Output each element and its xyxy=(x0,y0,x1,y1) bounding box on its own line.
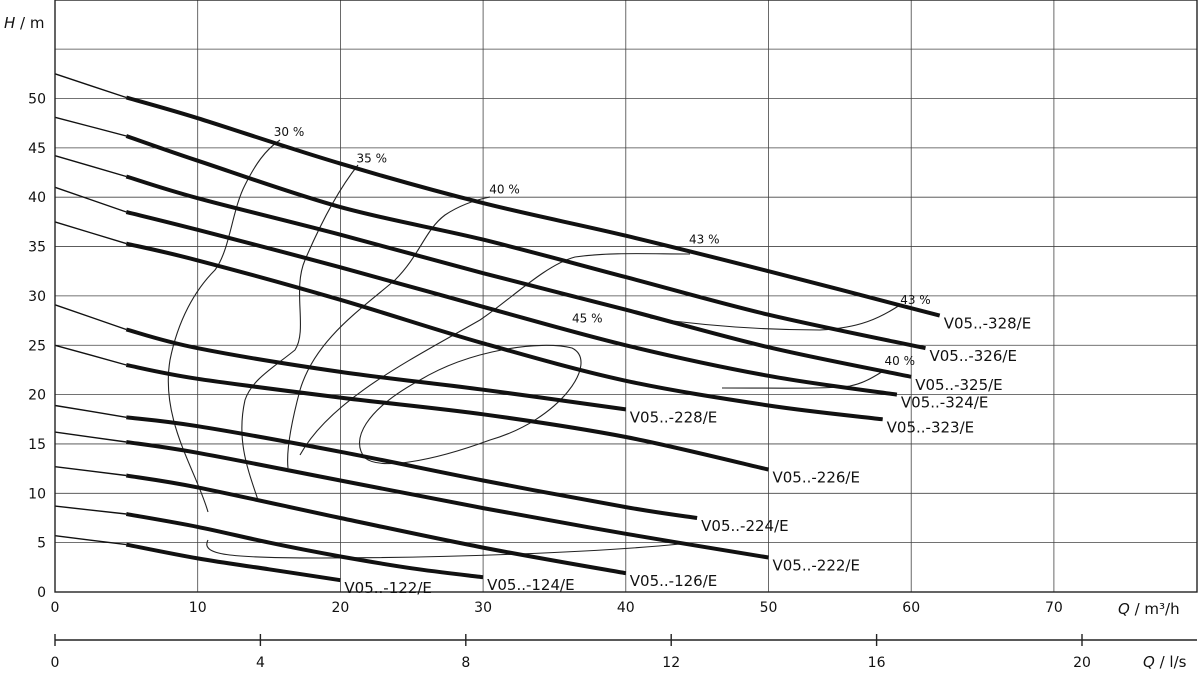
y-tick-label: 30 xyxy=(28,289,46,305)
efficiency-contour xyxy=(167,139,281,513)
efficiency-label: 30 % xyxy=(274,125,305,139)
y-tick-label: 5 xyxy=(37,536,46,552)
curve-label: V05..-324/E xyxy=(901,394,988,412)
pump-curve xyxy=(125,327,627,412)
y-tick-label: 10 xyxy=(28,486,46,502)
curve-label: V05..-323/E xyxy=(887,418,974,436)
x-tick-label: 60 xyxy=(902,600,920,616)
curve-extension-thin xyxy=(54,404,127,418)
pump-curve xyxy=(125,95,941,318)
x-tick-label: 40 xyxy=(617,600,635,616)
curve-label: V05..-328/E xyxy=(944,315,1031,333)
x2-tick-label: 20 xyxy=(1073,655,1091,671)
pump-curve xyxy=(125,174,912,379)
curve-extension-thin xyxy=(54,155,127,178)
curve-extension-thin xyxy=(54,186,127,213)
curve-label: V05..-222/E xyxy=(773,556,860,574)
x-tick-labels-m3h: 0 10 20 30 40 50 60 70 xyxy=(51,600,1063,616)
x-tick-label: 30 xyxy=(474,600,492,616)
curve-label: V05..-124/E xyxy=(487,576,574,594)
efficiency-contour xyxy=(299,253,691,456)
y-tick-label: 15 xyxy=(28,437,46,453)
y-tick-labels: 0 5 10 15 20 25 30 35 40 45 50 xyxy=(28,92,46,602)
pump-curve xyxy=(125,241,883,422)
y-tick-label: 25 xyxy=(28,338,46,354)
secondary-x-axis: 0 4 8 12 16 20 xyxy=(51,634,1197,671)
curve-extension-thin xyxy=(54,431,127,443)
curve-extension-thin xyxy=(54,466,127,477)
pump-curve xyxy=(125,363,769,472)
efficiency-label: 45 % xyxy=(572,312,603,326)
pump-curve xyxy=(125,473,627,576)
y-tick-label: 20 xyxy=(28,388,46,404)
curve-extension-thin xyxy=(54,221,127,245)
curve-extension-thin xyxy=(54,304,127,331)
pump-curve xyxy=(125,134,926,351)
efficiency-label: 40 % xyxy=(489,182,520,196)
plot-frame xyxy=(54,0,1198,593)
curve-extension-thin xyxy=(54,344,127,366)
x-tick-label: 50 xyxy=(760,600,778,616)
x2-tick-label: 12 xyxy=(662,655,680,671)
pump-curve xyxy=(126,415,698,520)
curve-labels: V05..-122/E V05..-124/E V05..-126/E V05..-2… xyxy=(344,315,1031,598)
curve-label: V05..-126/E xyxy=(630,572,717,590)
pump-curves xyxy=(54,73,941,583)
x2-tick-label: 16 xyxy=(868,655,886,671)
efficiency-contours xyxy=(167,139,901,559)
efficiency-contour xyxy=(649,304,901,331)
x2-tick-label: 0 xyxy=(51,655,60,671)
x-axis-title-m3h: Q / m³/h xyxy=(1118,600,1180,618)
x-tick-label: 10 xyxy=(189,600,207,616)
x2-tick-label: 4 xyxy=(256,655,265,671)
grid xyxy=(55,0,1197,592)
curve-extension-thin xyxy=(54,73,127,99)
curve-label: V05..-228/E xyxy=(630,408,717,426)
pump-curve xyxy=(125,210,898,397)
curve-extension-thin xyxy=(54,535,127,546)
efficiency-contour xyxy=(206,539,681,559)
x-tick-label: 0 xyxy=(51,600,60,616)
x-axis-title-ls: Q / l/s xyxy=(1143,653,1187,671)
curve-label: V05..-226/E xyxy=(773,469,860,487)
y-axis-title: H / m xyxy=(4,14,45,32)
pump-curve xyxy=(125,542,341,583)
curve-extension-thin xyxy=(54,505,127,515)
efficiency-contour xyxy=(287,196,491,469)
curve-label: V05..-224/E xyxy=(701,517,788,535)
y-tick-label: 35 xyxy=(28,240,46,256)
curve-label: V05..-122/E xyxy=(344,579,431,597)
curve-label: V05..-326/E xyxy=(929,347,1016,365)
efficiency-label: 40 % xyxy=(885,354,916,368)
x-tick-label: 70 xyxy=(1045,600,1063,616)
efficiency-labels: 30 % 35 % 40 % 43 % 45 % 43 % 40 % xyxy=(274,125,931,368)
curve-extension-thin xyxy=(54,116,127,137)
efficiency-label: 43 % xyxy=(689,233,720,247)
y-tick-label: 45 xyxy=(28,141,46,157)
efficiency-contour xyxy=(241,164,359,501)
curve-label: V05..-325/E xyxy=(915,376,1002,394)
x2-tick-label: 8 xyxy=(461,655,470,671)
y-tick-label: 50 xyxy=(28,92,46,108)
efficiency-label: 35 % xyxy=(357,152,388,166)
pump-curve xyxy=(125,512,484,580)
pump-curve xyxy=(126,440,769,560)
x-tick-label: 20 xyxy=(331,600,349,616)
y-tick-label: 40 xyxy=(28,190,46,206)
y-tick-label: 0 xyxy=(37,585,46,601)
efficiency-contour xyxy=(359,344,582,465)
efficiency-label: 43 % xyxy=(900,293,931,307)
